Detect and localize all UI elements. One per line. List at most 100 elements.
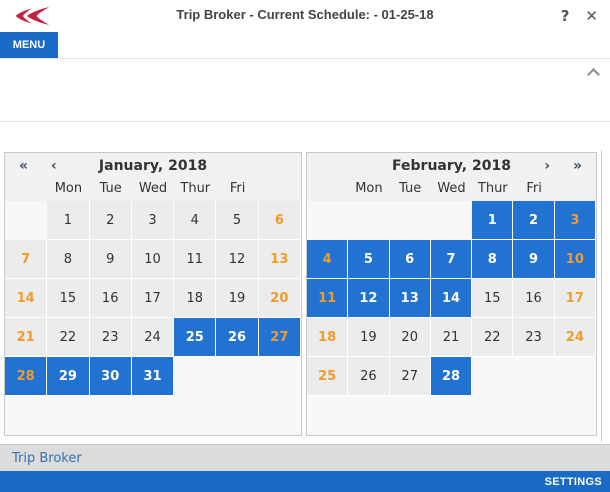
- day-cell-january-2018-15[interactable]: 15: [47, 279, 90, 318]
- day-cell-february-2018-17[interactable]: 17: [554, 279, 596, 318]
- titlebar-actions: ? ✕: [561, 5, 598, 27]
- day-cell-january-2018-27[interactable]: 27: [258, 318, 301, 357]
- day-cell-january-2018-9[interactable]: 9: [89, 240, 132, 279]
- trip-broker-panel-header[interactable]: Trip Broker: [0, 444, 610, 471]
- day-cell-january-2018-21[interactable]: 21: [5, 318, 48, 357]
- day-cell-february-2018-25[interactable]: 25: [307, 357, 349, 396]
- day-cell-february-2018-6[interactable]: 6: [389, 240, 431, 279]
- weekday-label-thur: Thur: [477, 181, 508, 196]
- day-cell-february-2018-22[interactable]: 22: [472, 318, 514, 357]
- weekday-label-mon: Mon: [54, 181, 83, 196]
- fast-prev-month-button[interactable]: «: [19, 158, 29, 174]
- day-cell-january-2018-24[interactable]: 24: [131, 318, 175, 357]
- day-cell-january-2018-14[interactable]: 14: [5, 279, 48, 318]
- empty-day-cell: [472, 357, 514, 396]
- day-cell-february-2018-10[interactable]: 10: [554, 240, 596, 279]
- weekday-spacer: [259, 179, 301, 201]
- day-cell-january-2018-12[interactable]: 12: [216, 240, 259, 279]
- day-cell-february-2018-21[interactable]: 21: [430, 318, 473, 357]
- empty-day-cell: [5, 201, 48, 240]
- day-cell-january-2018-31[interactable]: 31: [131, 357, 175, 396]
- day-cell-january-2018-1[interactable]: 1: [47, 201, 90, 240]
- day-cell-february-2018-14[interactable]: 14: [430, 279, 473, 318]
- day-cell-january-2018-23[interactable]: 23: [89, 318, 132, 357]
- collapsible-region: [0, 59, 610, 122]
- day-cell-january-2018-10[interactable]: 10: [131, 240, 175, 279]
- day-cell-january-2018-30[interactable]: 30: [89, 357, 132, 396]
- day-cell-february-2018-2[interactable]: 2: [513, 201, 555, 240]
- day-cell-january-2018-19[interactable]: 19: [216, 279, 259, 318]
- day-cell-february-2018-11[interactable]: 11: [307, 279, 349, 318]
- weekday-spacer: [5, 179, 47, 201]
- next-month-button[interactable]: ›: [544, 158, 550, 174]
- empty-day-cell: [89, 396, 132, 435]
- day-cell-february-2018-13[interactable]: 13: [389, 279, 431, 318]
- day-cell-january-2018-6[interactable]: 6: [258, 201, 301, 240]
- calendar-header: February, 2018 › »: [307, 153, 596, 179]
- day-cell-february-2018-5[interactable]: 5: [348, 240, 390, 279]
- day-cell-january-2018-25[interactable]: 25: [174, 318, 217, 357]
- settings-button[interactable]: SETTINGS: [544, 475, 602, 488]
- prev-month-button[interactable]: ‹: [51, 158, 57, 174]
- day-cell-february-2018-8[interactable]: 8: [472, 240, 514, 279]
- day-cell-february-2018-3[interactable]: 3: [554, 201, 596, 240]
- day-cell-february-2018-20[interactable]: 20: [389, 318, 431, 357]
- weekday-spacer: [307, 179, 348, 201]
- day-cell-february-2018-18[interactable]: 18: [307, 318, 349, 357]
- empty-day-cell: [258, 396, 301, 435]
- day-cell-january-2018-18[interactable]: 18: [174, 279, 217, 318]
- empty-day-cell: [348, 396, 390, 435]
- day-cell-february-2018-15[interactable]: 15: [472, 279, 514, 318]
- weekday-label-wed: Wed: [138, 181, 168, 196]
- day-cell-february-2018-1[interactable]: 1: [472, 201, 514, 240]
- day-cell-february-2018-27[interactable]: 27: [389, 357, 431, 396]
- month-title: February, 2018: [392, 158, 511, 174]
- day-cell-january-2018-2[interactable]: 2: [89, 201, 132, 240]
- day-cell-january-2018-3[interactable]: 3: [131, 201, 175, 240]
- day-cell-january-2018-20[interactable]: 20: [258, 279, 301, 318]
- app-logo-icon: [14, 5, 50, 27]
- empty-day-cell: [513, 396, 555, 435]
- day-cell-january-2018-8[interactable]: 8: [47, 240, 90, 279]
- empty-day-cell: [554, 357, 596, 396]
- day-cell-january-2018-11[interactable]: 11: [174, 240, 217, 279]
- weekday-label-thur: Thur: [180, 181, 211, 196]
- day-cell-february-2018-24[interactable]: 24: [554, 318, 596, 357]
- empty-day-cell: [174, 396, 217, 435]
- day-cell-february-2018-26[interactable]: 26: [348, 357, 390, 396]
- day-cell-february-2018-7[interactable]: 7: [430, 240, 473, 279]
- day-grid: 1 2 3 4 5 6 7 8 9 10 11 12 13 14 15 16 17 18 19 20 21 22 23 24 2…: [5, 201, 301, 435]
- panel-right-border: [601, 150, 602, 442]
- close-icon[interactable]: ✕: [585, 7, 598, 25]
- day-cell-february-2018-12[interactable]: 12: [348, 279, 390, 318]
- day-cell-january-2018-17[interactable]: 17: [131, 279, 175, 318]
- day-cell-february-2018-9[interactable]: 9: [513, 240, 555, 279]
- weekday-label-tue: Tue: [99, 181, 122, 196]
- day-cell-february-2018-16[interactable]: 16: [513, 279, 555, 318]
- day-cell-january-2018-5[interactable]: 5: [216, 201, 259, 240]
- day-cell-january-2018-28[interactable]: 28: [5, 357, 48, 396]
- empty-day-cell: [348, 201, 390, 240]
- day-cell-february-2018-19[interactable]: 19: [348, 318, 390, 357]
- day-cell-february-2018-23[interactable]: 23: [513, 318, 555, 357]
- day-cell-february-2018-4[interactable]: 4: [307, 240, 349, 279]
- day-cell-january-2018-16[interactable]: 16: [89, 279, 132, 318]
- day-cell-january-2018-26[interactable]: 26: [216, 318, 259, 357]
- help-icon[interactable]: ?: [560, 7, 570, 25]
- empty-day-cell: [307, 201, 349, 240]
- fast-next-month-button[interactable]: »: [572, 158, 582, 174]
- menu-button[interactable]: MENU: [0, 32, 58, 58]
- empty-day-cell: [47, 396, 90, 435]
- day-cell-february-2018-28[interactable]: 28: [430, 357, 473, 396]
- day-cell-january-2018-22[interactable]: 22: [47, 318, 90, 357]
- weekday-label-fri: Fri: [229, 181, 246, 196]
- day-cell-january-2018-29[interactable]: 29: [47, 357, 90, 396]
- day-cell-january-2018-7[interactable]: 7: [5, 240, 48, 279]
- empty-day-cell: [5, 396, 48, 435]
- day-cell-january-2018-4[interactable]: 4: [174, 201, 217, 240]
- empty-day-cell: [216, 396, 259, 435]
- collapse-chevron-icon[interactable]: [587, 67, 599, 77]
- day-cell-january-2018-13[interactable]: 13: [258, 240, 301, 279]
